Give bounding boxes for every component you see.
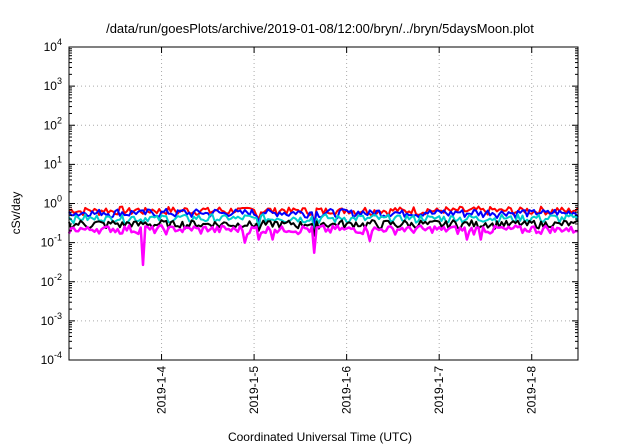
chart-title: /data/run/goesPlots/archive/2019-01-08/1… (106, 21, 534, 36)
x-tick-label: 2019-1-7 (432, 366, 446, 414)
y-tick-label: 100 (44, 194, 62, 211)
x-tick-label: 2019-1-8 (525, 366, 539, 414)
x-tick-label: 2019-1-4 (155, 366, 169, 414)
x-tick-label: 2019-1-6 (340, 366, 354, 414)
series-line (68, 213, 579, 234)
y-tick-label: 10-1 (41, 233, 62, 250)
y-tick-label: 101 (44, 154, 62, 171)
y-tick-label: 104 (44, 37, 62, 54)
x-axis-label: Coordinated Universal Time (UTC) (227, 430, 413, 444)
y-tick-label: 10-3 (41, 311, 62, 328)
y-tick-label: 10-2 (41, 272, 62, 289)
tick-group (69, 46, 578, 361)
y-tick-label: 10-4 (41, 350, 62, 367)
y-tick-label: 103 (44, 76, 62, 93)
x-tick-label: 2019-1-5 (247, 366, 261, 414)
grid (69, 47, 578, 360)
series-line (68, 219, 579, 237)
series-group (67, 205, 579, 267)
tick-label-group: 10-4 10-3 10-2 10-1 100 101 102 103 104 2019-1-4 2… (41, 37, 539, 414)
y-tick-label: 102 (44, 115, 62, 132)
series-line (67, 224, 579, 267)
